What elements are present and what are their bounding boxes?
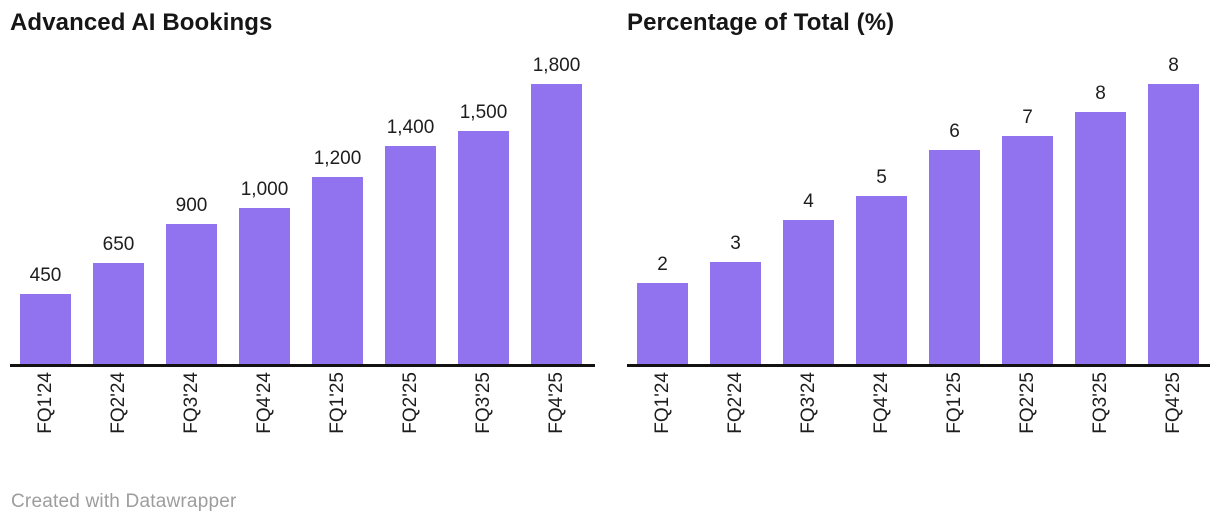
bar-FQ3'24 [166, 224, 217, 364]
value-label: 650 [102, 234, 135, 256]
bar-slot: 6 [929, 121, 980, 364]
x-tick-label: FQ4'24 [254, 372, 275, 434]
bar-FQ2'24 [93, 263, 144, 364]
chart-advanced-ai-bookings: Advanced AI Bookings 450 650 900 1,000 1,200… [10, 0, 595, 470]
x-tick-label: FQ3'24 [798, 372, 819, 434]
x-tick-label: FQ3'25 [473, 372, 494, 434]
bar-slot: 650 [93, 234, 144, 364]
bar-FQ2'24 [710, 262, 761, 364]
bar-slot: 1,800 [531, 55, 582, 364]
x-tick-label: FQ3'24 [181, 372, 202, 434]
x-axis-labels-right: FQ1'24 FQ2'24 FQ3'24 FQ4'24 FQ1'25 FQ2'25 FQ3'… [627, 372, 1210, 456]
x-tick-label: FQ2'25 [1017, 372, 1038, 434]
value-label: 5 [876, 167, 887, 189]
x-tick-label: FQ2'24 [108, 372, 129, 434]
x-axis-labels-left: FQ1'24 FQ2'24 FQ3'24 FQ4'24 FQ1'25 FQ2'25 FQ3'… [10, 372, 595, 456]
chart-title-right: Percentage of Total (%) [627, 9, 895, 36]
bar-slot: 7 [1002, 107, 1053, 364]
value-label: 450 [29, 265, 62, 287]
bar-slot: 1,000 [239, 179, 290, 364]
x-tick-label: FQ2'25 [400, 372, 421, 434]
value-label: 4 [803, 191, 814, 213]
bar-slot: 2 [637, 254, 688, 364]
bar-FQ1'24 [637, 283, 688, 364]
bar-slot: 1,500 [458, 102, 509, 364]
bar-FQ2'25 [1002, 136, 1053, 364]
value-label: 1,800 [532, 55, 581, 77]
bar-slot: 8 [1148, 55, 1199, 364]
bar-slot: 450 [20, 265, 71, 364]
bar-slot: 1,400 [385, 117, 436, 364]
bar-FQ3'25 [458, 131, 509, 364]
bar-FQ1'24 [20, 294, 71, 364]
value-label: 3 [730, 233, 741, 255]
bar-FQ4'25 [1148, 84, 1199, 364]
bar-FQ3'25 [1075, 112, 1126, 364]
value-label: 1,200 [313, 148, 362, 170]
bar-FQ4'25 [531, 84, 582, 364]
bar-slot: 3 [710, 233, 761, 364]
x-tick-label: FQ1'24 [652, 372, 673, 434]
bar-FQ4'24 [239, 208, 290, 364]
x-tick-label: FQ2'24 [725, 372, 746, 434]
datawrapper-attribution: Created with Datawrapper [11, 491, 237, 512]
value-label: 1,500 [459, 102, 508, 124]
bar-FQ2'25 [385, 146, 436, 364]
value-label: 1,000 [240, 179, 289, 201]
x-tick-label: FQ4'25 [1163, 372, 1184, 434]
bar-slot: 900 [166, 195, 217, 364]
x-tick-label: FQ3'25 [1090, 372, 1111, 434]
value-label: 900 [175, 195, 208, 217]
value-label: 1,400 [386, 117, 435, 139]
chart-title-left: Advanced AI Bookings [10, 9, 273, 36]
value-label: 6 [949, 121, 960, 143]
value-label: 2 [657, 254, 668, 276]
x-tick-label: FQ4'25 [546, 372, 567, 434]
value-label: 7 [1022, 107, 1033, 129]
bar-FQ3'24 [783, 220, 834, 364]
plot-area-left: 450 650 900 1,000 1,200 1,400 1,500 1,800 [10, 55, 595, 367]
bar-FQ1'25 [312, 177, 363, 364]
bar-slot: 8 [1075, 83, 1126, 364]
x-tick-label: FQ1'25 [327, 372, 348, 434]
bar-FQ4'24 [856, 196, 907, 364]
x-tick-label: FQ1'24 [35, 372, 56, 434]
x-tick-label: FQ1'25 [944, 372, 965, 434]
x-tick-label: FQ4'24 [871, 372, 892, 434]
bar-FQ1'25 [929, 150, 980, 364]
plot-area-right: 2 3 4 5 6 7 8 8 [627, 55, 1210, 367]
bar-slot: 4 [783, 191, 834, 364]
value-label: 8 [1095, 83, 1106, 105]
value-label: 8 [1168, 55, 1179, 77]
bar-slot: 1,200 [312, 148, 363, 364]
bar-slot: 5 [856, 167, 907, 364]
